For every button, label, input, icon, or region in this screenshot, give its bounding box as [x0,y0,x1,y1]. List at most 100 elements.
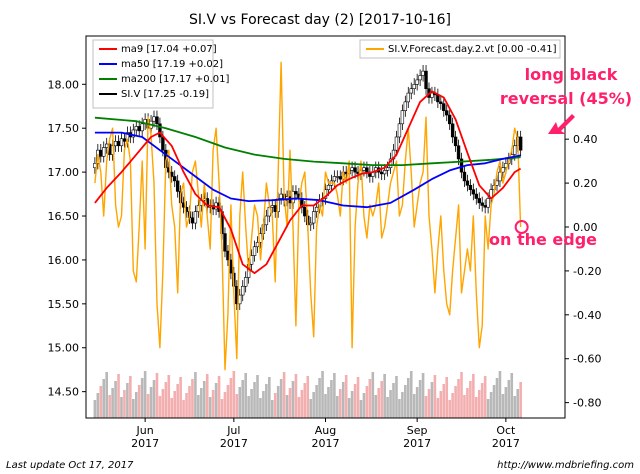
volume-bar [241,380,245,418]
volume-bar [223,392,227,418]
volume-bar [123,390,126,418]
volume-bar [513,396,517,418]
volume-bar [365,386,369,418]
candle-body [255,242,260,248]
volume-bar [492,385,496,418]
candle-body [155,116,159,125]
volume-bar [99,386,103,418]
volume-bar [445,377,449,418]
volume-bar [279,379,283,418]
candle-body [122,138,127,142]
volume-bar [303,383,307,418]
reversal-arrow [548,114,575,134]
candle-body [400,110,405,125]
candle-body [447,114,452,125]
volume-bar [226,385,230,418]
x-tick-year: 2017 [220,437,248,450]
volume-bar [152,380,156,418]
volume-bar [270,400,274,418]
candle-body [465,180,470,186]
candle-body [477,198,481,204]
volume-bar [170,398,174,418]
x-tick-label: Jun [136,424,154,437]
legend-left-box [92,39,214,109]
candle-body [421,70,425,76]
volume-bar [457,379,460,418]
volume-bar [197,395,200,418]
volume-bar [291,381,295,418]
x-tick-label: Sep [407,424,428,437]
x-tick-year: 2017 [131,437,159,450]
volume-bar [155,373,159,418]
candle-body [173,176,177,182]
legend-label: ma50 [17.19 +0.02] [121,59,223,70]
candle-body [140,123,144,132]
annotation-long-black: long black [525,65,618,84]
volume-bar [202,381,206,418]
volume-bar [217,376,221,418]
volume-bar [377,388,381,418]
volume-bar [309,399,313,418]
volume-bar [273,393,277,418]
volume-bar [200,388,203,418]
volume-bar [205,374,209,418]
volume-bar [108,395,111,418]
legend-right-box [359,39,561,59]
volume-bar [126,383,129,418]
legend-label: ma9 [17.04 +0.07] [121,44,217,55]
candle-body [462,171,467,182]
ma9-line [94,90,522,274]
candle-body [249,255,254,265]
right-tick-label: 0.00 [573,221,598,234]
left-tick-label: 17.00 [48,166,80,179]
candle-body [175,180,180,192]
volume-bar [96,393,100,418]
volume-bar [489,392,493,418]
footer-url: http://www.mdbriefing.com [497,460,634,471]
volume-bar [265,384,268,418]
candle-body [439,101,443,104]
candle-body [430,92,434,98]
right-tick-label: 0.20 [573,177,598,190]
volume-bar [371,372,375,418]
candle-body [223,233,227,252]
volume-bar [501,394,505,418]
candle-body [442,103,446,111]
volume-bar [333,373,336,418]
candle-body [270,205,274,208]
candle-body [332,176,337,182]
left-tick-label: 15.50 [48,298,80,311]
volume-bar [235,394,239,418]
candle-body [513,145,517,155]
volume-bar [276,386,280,418]
candle-body [412,83,416,89]
volume-bar [383,374,386,418]
right-tick-label: -0.80 [573,397,601,410]
volume-bar [285,395,289,418]
volume-bar [220,399,224,418]
x-tick-year: 2017 [403,437,431,450]
legend-label: SI.V.Forecast.day.2.vt [0.00 -0.41] [388,44,557,55]
candle-body [474,193,478,199]
volume-bar [134,392,138,418]
forecast-line [94,61,522,371]
candle-body [134,126,138,131]
candle-body [403,101,408,111]
candle-body [119,138,124,147]
right-tick-label: -0.60 [573,353,601,366]
candle-body [453,136,458,147]
candle-body [193,211,198,224]
volume-bar [229,378,233,418]
left-tick-label: 15.00 [48,342,80,355]
annotation-reversal: reversal (45%) [500,89,632,108]
volume-bar [389,390,392,418]
volume-bar [338,389,342,418]
volume-bar [353,384,357,418]
left-tick-label: 17.50 [48,122,80,135]
candle-body [394,136,399,151]
volume-bars [93,371,522,418]
volume-bar [256,375,259,418]
volume-bar [214,383,218,418]
volume-bar [129,376,132,418]
volume-bar [516,389,519,418]
